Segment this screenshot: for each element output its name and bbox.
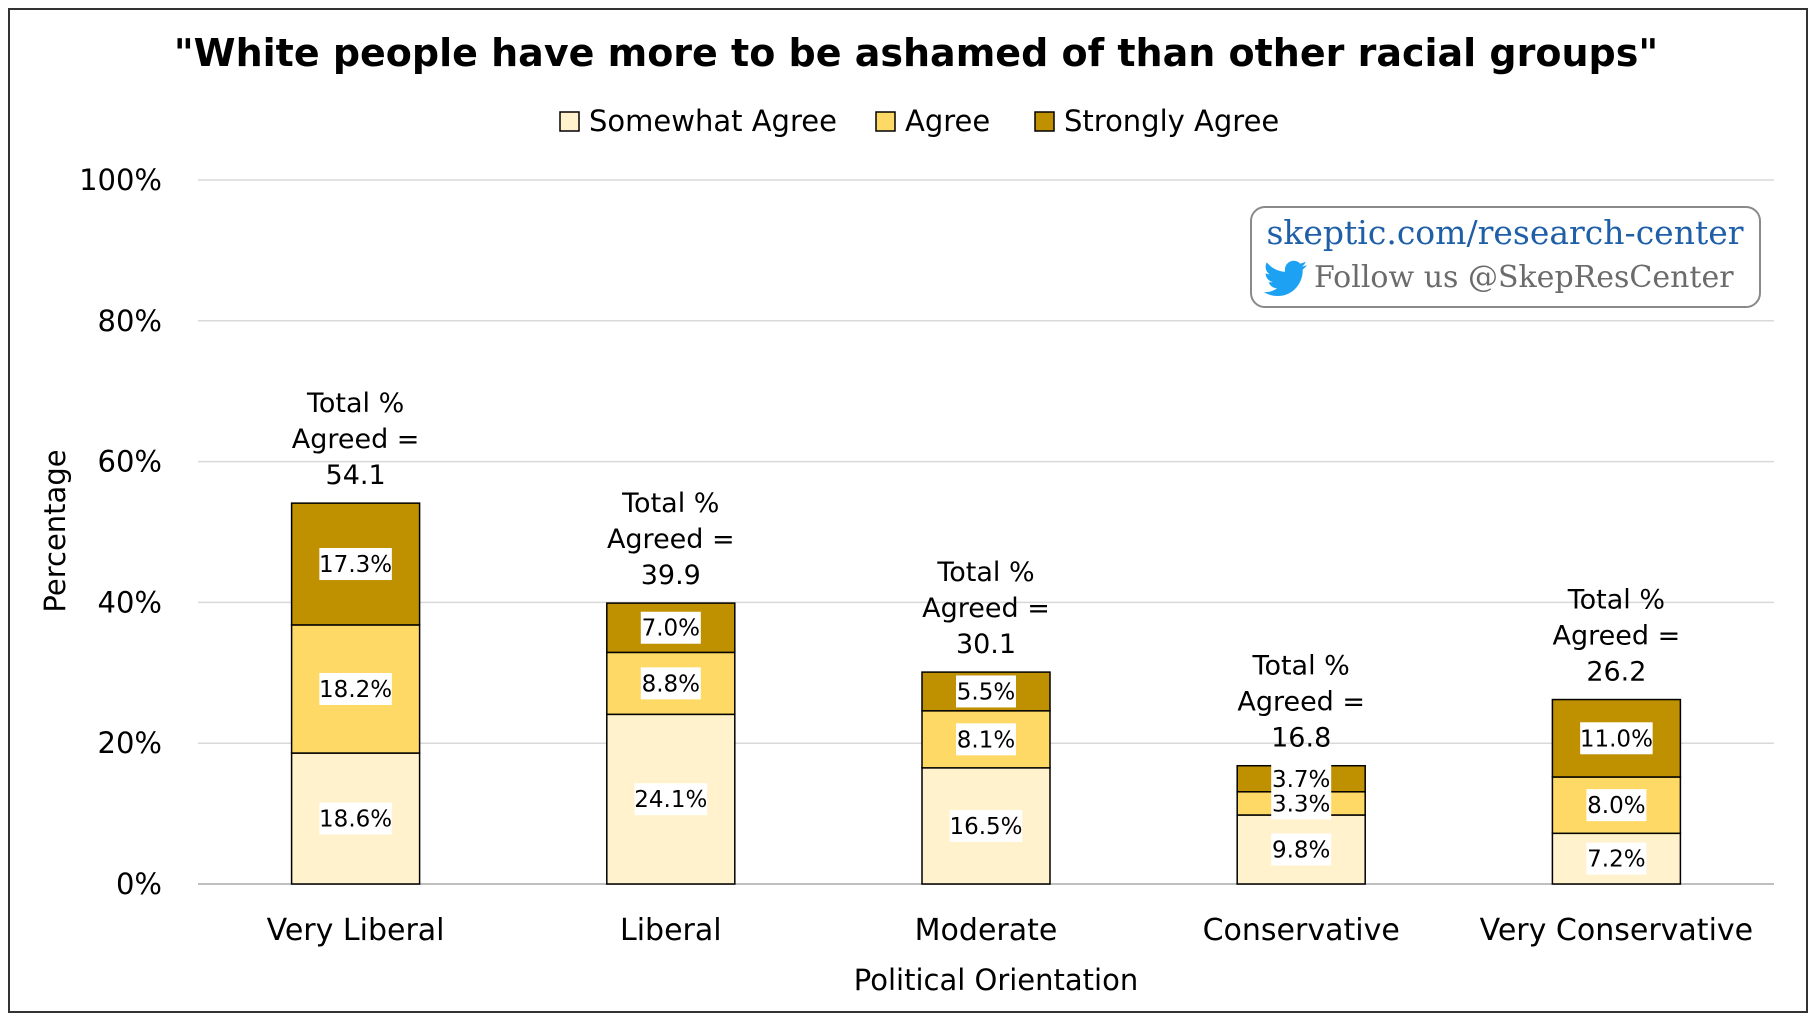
data-label: 8.0% xyxy=(1587,793,1645,819)
data-label-bg xyxy=(319,548,392,581)
data-label: 24.1% xyxy=(634,787,707,813)
data-label: 7.2% xyxy=(1587,847,1645,873)
data-label: 7.0% xyxy=(642,616,700,642)
y-tick-label: 40% xyxy=(98,585,162,619)
data-label-bg xyxy=(956,675,1016,708)
data-label-bg xyxy=(1271,833,1332,866)
data-label: 5.5% xyxy=(957,679,1015,705)
y-axis-title: Percentage xyxy=(38,449,72,612)
data-label-bg xyxy=(1586,842,1647,875)
data-label-bg xyxy=(319,672,392,705)
total-value: 54.1 xyxy=(326,460,386,491)
data-label-bg xyxy=(956,723,1016,756)
y-tick-label: 20% xyxy=(98,726,162,760)
total-value: 30.1 xyxy=(956,629,1016,660)
total-label-line2: Agreed = xyxy=(607,524,735,555)
data-label-bg xyxy=(640,611,701,644)
gridlines xyxy=(198,179,1774,885)
watermark-box: skeptic.com/research-center Follow us @S… xyxy=(1250,206,1761,308)
data-label: 3.7% xyxy=(1272,767,1330,793)
y-tick-label: 80% xyxy=(98,304,162,338)
watermark-site: skeptic.com/research-center xyxy=(1266,213,1743,252)
total-label-line2: Agreed = xyxy=(922,593,1050,624)
total-label-line1: Total % xyxy=(306,388,404,419)
watermark-follow: Follow us @SkepResCenter xyxy=(1314,260,1734,295)
x-axis-title: Political Orientation xyxy=(854,963,1138,997)
total-label-line2: Agreed = xyxy=(1237,687,1365,718)
y-tick-label: 100% xyxy=(79,163,162,197)
total-label-line1: Total % xyxy=(621,488,719,519)
total-value: 39.9 xyxy=(641,560,701,591)
total-label-line2: Agreed = xyxy=(1553,621,1681,652)
data-label-bg xyxy=(1586,789,1647,822)
y-tick-label: 60% xyxy=(98,445,162,479)
total-label-line1: Total % xyxy=(936,557,1034,588)
total-value: 16.8 xyxy=(1271,723,1331,754)
legend-label: Agree xyxy=(905,104,990,138)
x-category-label: Very Liberal xyxy=(267,913,445,948)
legend-swatch xyxy=(875,111,896,132)
twitter-bird-icon xyxy=(1263,260,1307,296)
total-label-line1: Total % xyxy=(1567,585,1665,616)
data-label-bg xyxy=(1580,722,1653,755)
legend-label: Somewhat Agree xyxy=(589,104,837,138)
legend: Somewhat Agree Agree Strongly Agree xyxy=(559,104,1279,138)
legend-swatch xyxy=(559,111,580,132)
x-category-label: Moderate xyxy=(915,913,1058,948)
data-label: 9.8% xyxy=(1272,838,1330,864)
x-axis-categories: Very Liberal Liberal Moderate Conservative V… xyxy=(267,913,1753,948)
data-label: 16.5% xyxy=(949,814,1022,840)
data-label: 8.1% xyxy=(957,727,1015,753)
data-label: 8.8% xyxy=(642,671,700,697)
total-label-line2: Agreed = xyxy=(292,424,420,455)
data-label-bg xyxy=(1271,762,1332,795)
data-label-bg xyxy=(319,802,392,835)
data-label-bg xyxy=(634,783,708,816)
data-label-bg xyxy=(949,809,1023,842)
data-label: 17.3% xyxy=(319,552,392,578)
total-label-line1: Total % xyxy=(1252,651,1350,682)
chart-title: "White people have more to be ashamed of… xyxy=(174,31,1658,75)
y-tick-label: 0% xyxy=(116,867,162,901)
data-label: 18.6% xyxy=(319,807,392,833)
x-category-label: Liberal xyxy=(620,913,722,948)
bars: 18.6% 18.2% 17.3% 54.1 Agreed = Total % 24.1% 8… xyxy=(290,388,1682,885)
x-category-label: Conservative xyxy=(1203,913,1400,948)
data-label: 11.0% xyxy=(1580,726,1653,752)
data-label: 3.3% xyxy=(1272,791,1330,817)
legend-swatch xyxy=(1034,111,1055,132)
total-value: 26.2 xyxy=(1586,657,1646,688)
x-category-label: Very Conservative xyxy=(1480,913,1753,948)
legend-label: Strongly Agree xyxy=(1064,104,1279,138)
y-axis-ticks: 0% 20% 40% 60% 80% 100% xyxy=(79,163,162,901)
data-label-bg xyxy=(640,667,701,700)
data-label: 18.2% xyxy=(319,677,392,703)
